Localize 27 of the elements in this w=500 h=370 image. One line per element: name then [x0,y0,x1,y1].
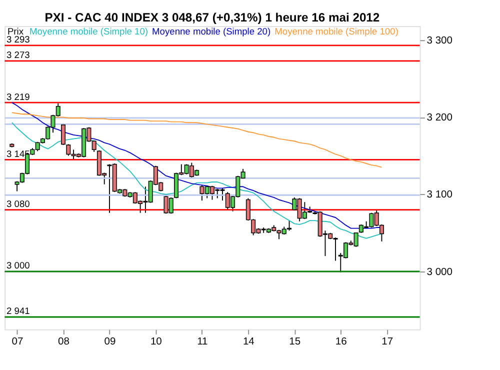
x-tick-label: 14 [242,336,255,348]
text: Moyenne mobile (Simple 20) [152,26,271,37]
y-tick-label: 3 000 [426,266,453,278]
y-tick-label: 3 300 [426,35,453,46]
x-tick-label: 08 [58,336,70,348]
text: Moyenne mobile (Simple 10) [29,26,148,37]
candlestick [61,122,66,146]
ref-line-label: 2 941 [6,306,30,316]
line-series [11,122,382,239]
x-tick-label: 11 [197,336,208,348]
y-tick-label: 3 100 [426,190,453,201]
line-series [11,112,382,168]
ref-line-label: 3 080 [6,198,30,209]
x-tick-label: 17 [382,336,394,348]
text: Moyenne mobile (Simple 100) [274,26,398,37]
x-tick-label: 10 [150,336,162,348]
x-tick-label: 07 [12,336,24,348]
x-tick-label: 16 [335,336,348,348]
ref-line-label: 3 273 [6,50,30,60]
ref-line-label: 3 293 [6,34,30,45]
y-tick-label: 3 200 [426,112,453,124]
ref-line-label: 3 000 [6,260,30,271]
x-tick-label: 09 [104,336,116,348]
x-tick-label: 15 [289,336,301,348]
chart-title: PXI - CAC 40 INDEX 3 048,67 (+0,31%) 1 heure 16 mai 2012 [44,10,380,25]
ref-line-label: 3 219 [6,92,30,102]
legend-title: Prix [7,26,24,37]
